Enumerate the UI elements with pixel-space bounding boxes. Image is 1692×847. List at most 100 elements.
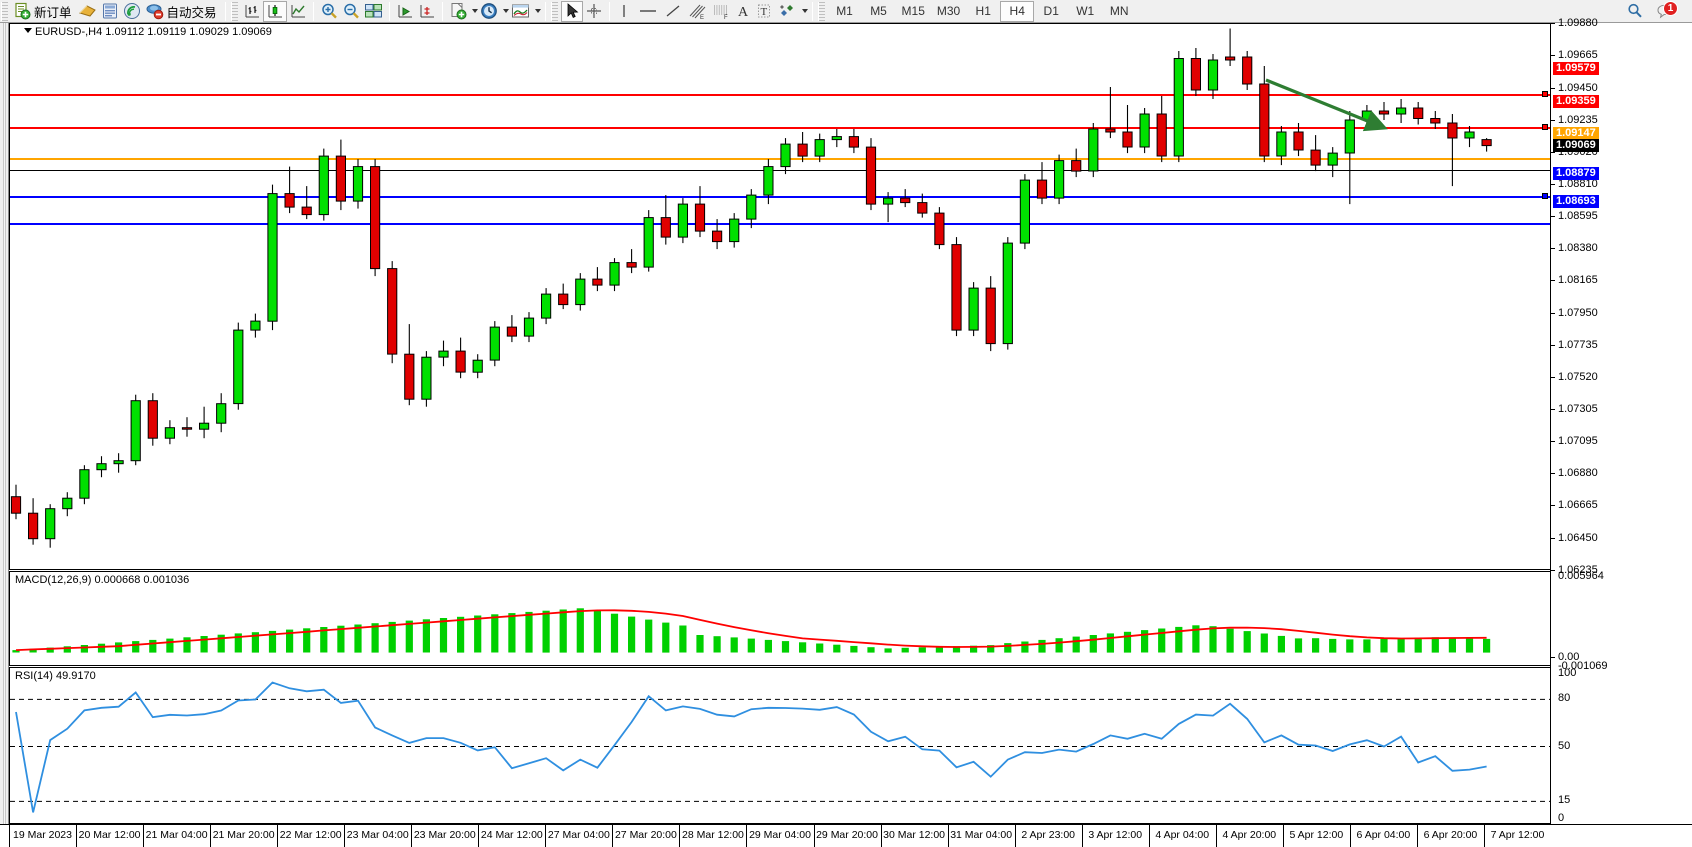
timeframe-m30[interactable]: M30 <box>936 4 961 18</box>
signals-icon[interactable] <box>121 1 143 22</box>
macd-indicator-label[interactable]: MACD(12,26,9) 0.000668 0.001036 <box>13 574 192 586</box>
new-order-label[interactable]: 新订单 <box>34 5 72 20</box>
toolbar-separator <box>224 1 226 21</box>
level-line-resistance-2[interactable] <box>10 127 1550 129</box>
trend-arrow-annotation[interactable] <box>1258 72 1398 142</box>
price-chart-panel[interactable]: EURUSD-,H4 1.09112 1.09119 1.09029 1.090… <box>9 23 1551 570</box>
price-level-tag-support[interactable]: 1.08693 <box>1553 195 1599 209</box>
price-tick-mark <box>1551 473 1555 475</box>
toolbar-separator-objects <box>441 1 443 21</box>
timeframe-m1[interactable]: M1 <box>836 4 853 18</box>
fibonacci-icon[interactable]: F <box>709 1 733 22</box>
price-level-tag-last-price[interactable]: 1.09069 <box>1553 138 1599 152</box>
tile-windows-icon[interactable] <box>362 1 385 22</box>
vertical-line-icon[interactable] <box>614 1 635 22</box>
shapes-dropdown-caret[interactable] <box>801 9 808 13</box>
toolbar-separator-zoom <box>312 1 314 21</box>
time-tick-label: 30 Mar 12:00 <box>883 829 946 841</box>
level-line-pivot[interactable] <box>10 158 1550 160</box>
macd-panel[interactable]: MACD(12,26,9) 0.000668 0.001036 <box>9 571 1551 666</box>
level-line-support-2[interactable] <box>10 223 1550 225</box>
timeframe-d1[interactable]: D1 <box>1043 4 1059 18</box>
draw-toolbar-grip[interactable] <box>550 1 558 21</box>
candlestick-chart-icon[interactable] <box>262 0 287 22</box>
timeframe-grip[interactable] <box>817 1 825 21</box>
time-tick-label: 6 Apr 20:00 <box>1423 829 1478 841</box>
timeframe-h1[interactable]: H1 <box>975 4 991 18</box>
level-handle-resistance-1[interactable] <box>1542 91 1548 97</box>
price-tick-label: 1.08380 <box>1558 242 1598 255</box>
chevron-down-icon[interactable] <box>24 28 32 33</box>
price-axis[interactable]: 1.09880 1.09665 1.09450 1.09235 1.09020 1.088… <box>1550 17 1692 824</box>
periodicity-dropdown-caret[interactable] <box>502 9 509 13</box>
level-line-resistance-1[interactable] <box>10 94 1550 96</box>
zoom-in-icon[interactable] <box>318 1 340 22</box>
timeframe-m5[interactable]: M5 <box>870 4 887 18</box>
macd-tick-label: -0.001069 <box>1558 660 1608 672</box>
price-tick-mark <box>1551 55 1555 57</box>
time-tick-label: 29 Mar 04:00 <box>749 829 811 841</box>
time-tick-label: 3 Apr 12:00 <box>1088 829 1143 841</box>
text-label-icon[interactable]: A <box>733 1 754 22</box>
horizontal-line-icon[interactable] <box>635 1 661 22</box>
indicator-list-icon[interactable] <box>509 1 532 22</box>
rsi-tick-label: 50 <box>1558 739 1571 752</box>
crosshair-icon[interactable] <box>583 1 605 22</box>
rsi-panel[interactable]: RSI(14) 49.9170 <box>9 667 1551 824</box>
timeframe-w1[interactable]: W1 <box>1076 4 1095 18</box>
timeframe-mn[interactable]: MN <box>1109 4 1129 18</box>
text-icon[interactable]: T <box>754 1 775 22</box>
level-handle-support-1[interactable] <box>1542 193 1548 199</box>
indicator-dropdown-caret[interactable] <box>534 9 541 13</box>
level-line-support-1[interactable] <box>10 196 1550 198</box>
price-tick-mark <box>1551 409 1555 411</box>
time-tick-separator <box>1215 825 1217 847</box>
price-tick-label: 1.09235 <box>1558 113 1598 126</box>
chart-type-grip[interactable] <box>230 1 238 21</box>
time-tick-separator <box>1416 825 1418 847</box>
cursor-icon[interactable] <box>560 0 583 22</box>
rsi-indicator-label[interactable]: RSI(14) 49.9170 <box>13 670 98 682</box>
level-handle-resistance-2[interactable] <box>1542 124 1548 130</box>
time-tick-label: 29 Mar 20:00 <box>816 829 878 841</box>
price-tick-mark <box>1551 570 1555 571</box>
chart-shift-icon[interactable] <box>416 1 438 22</box>
time-tick-label: 19 Mar 2023 <box>13 829 72 841</box>
templates-dropdown-caret[interactable] <box>471 9 478 13</box>
time-tick-label: 24 Mar 12:00 <box>480 829 543 841</box>
bar-chart-icon[interactable] <box>241 1 263 22</box>
toolbar-grip[interactable] <box>1 1 8 21</box>
strategy-tester-icon[interactable] <box>143 1 166 22</box>
periodicity-icon[interactable] <box>478 1 500 22</box>
equidistant-channel-icon[interactable]: E <box>685 1 709 22</box>
time-tick-separator <box>545 825 547 847</box>
price-level-tag-pivot[interactable]: 1.09147 <box>1553 127 1599 140</box>
price-tick-mark <box>1551 377 1555 379</box>
toolbar-separator-scroll <box>388 1 390 21</box>
auto-scroll-icon[interactable] <box>394 1 416 22</box>
terminal-icon[interactable] <box>99 1 121 22</box>
price-level-tag-resistance[interactable]: 1.09359 <box>1553 95 1599 109</box>
price-tick-label: 1.07305 <box>1558 403 1598 416</box>
price-tick-mark <box>1551 87 1555 89</box>
indicators-icon[interactable] <box>76 1 99 22</box>
shapes-icon[interactable] <box>775 1 799 22</box>
price-tick-label: 1.08810 <box>1558 177 1598 190</box>
notification-icon[interactable]: 1 <box>1652 0 1678 22</box>
price-level-tag-support[interactable]: 1.08879 <box>1553 167 1599 181</box>
auto-trading-label[interactable]: 自动交易 <box>166 5 217 20</box>
templates-icon[interactable] <box>447 1 469 22</box>
line-chart-icon[interactable] <box>287 1 309 22</box>
trendline-icon[interactable] <box>661 1 685 22</box>
timeframe-h4[interactable]: H4 <box>1000 0 1035 22</box>
toolbar-separator-lines <box>608 1 610 21</box>
chart-symbol-header[interactable]: EURUSD-,H4 1.09112 1.09119 1.09029 1.090… <box>24 26 274 38</box>
price-level-tag-resistance[interactable]: 1.09579 <box>1553 62 1599 76</box>
search-icon[interactable] <box>1624 1 1646 22</box>
chart-workspace: EURUSD-,H4 1.09112 1.09119 1.09029 1.090… <box>0 17 1692 847</box>
time-axis[interactable]: 19 Mar 2023 20 Mar 12:00 21 Mar 04:00 21 Ma… <box>0 824 1692 847</box>
new-order-button[interactable] <box>11 1 33 22</box>
timeframe-m15[interactable]: M15 <box>901 4 925 18</box>
zoom-out-icon[interactable] <box>340 1 362 22</box>
time-tick-separator <box>1349 825 1351 847</box>
